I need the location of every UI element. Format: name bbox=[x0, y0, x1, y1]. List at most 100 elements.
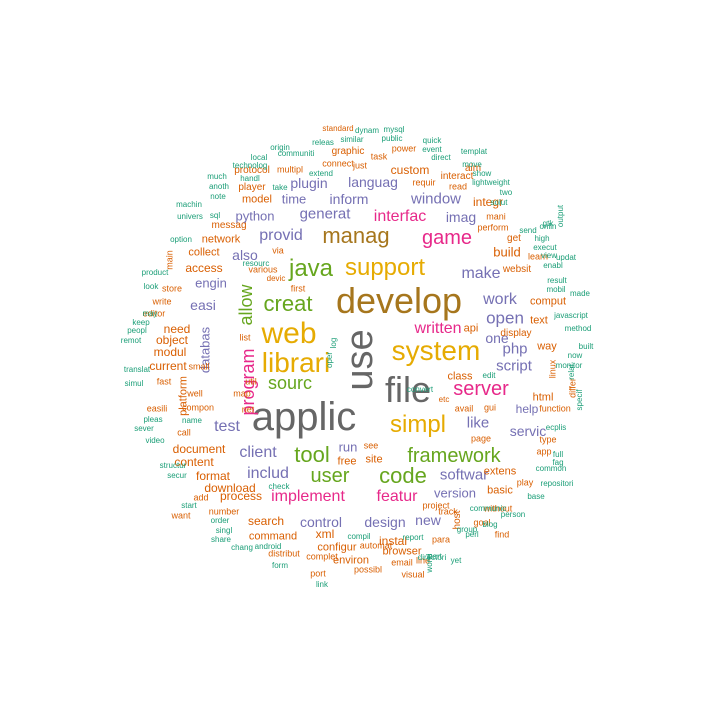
word-via: via bbox=[272, 245, 284, 256]
word-api: api bbox=[463, 322, 479, 335]
word-play: play bbox=[516, 477, 534, 488]
word-system: system bbox=[391, 335, 481, 366]
word-integr: integr bbox=[472, 195, 504, 209]
word-well: well bbox=[187, 388, 203, 399]
word-email: email bbox=[391, 557, 413, 568]
word-imag: imag bbox=[445, 209, 477, 225]
word-collect: collect bbox=[188, 246, 220, 259]
word-android: android bbox=[254, 542, 282, 551]
word-perform: perform bbox=[477, 222, 509, 233]
word-extens: extens bbox=[483, 465, 517, 478]
word-sourc: sourc bbox=[267, 373, 313, 393]
word-various: various bbox=[248, 264, 278, 275]
word-display: display bbox=[500, 328, 532, 339]
word-like: like bbox=[466, 414, 490, 432]
word-view: view bbox=[540, 251, 558, 260]
word-translat: translat bbox=[123, 365, 151, 374]
word-instal: instal bbox=[378, 534, 408, 548]
word-python: python bbox=[235, 208, 275, 224]
word-free: free bbox=[337, 455, 357, 468]
word-learn: learn bbox=[527, 251, 549, 262]
word-log: log bbox=[329, 337, 338, 349]
word-move: move bbox=[462, 160, 482, 169]
word-keep: keep bbox=[132, 318, 150, 327]
word-port: port bbox=[310, 568, 326, 579]
word-implement: implement bbox=[271, 488, 345, 505]
word-onlin: onlin bbox=[539, 222, 557, 231]
word-public: public bbox=[381, 134, 403, 143]
word-languag: languag bbox=[348, 174, 398, 190]
word-model: model bbox=[242, 193, 272, 206]
word-web: web bbox=[261, 317, 317, 350]
word-mani: mani bbox=[486, 211, 506, 222]
word-just: just bbox=[352, 160, 368, 171]
word-anoth: anoth bbox=[208, 182, 230, 191]
word-enabl: enabl bbox=[543, 261, 563, 270]
word-write: write bbox=[152, 296, 172, 307]
word-server: server bbox=[453, 378, 509, 400]
word-start: start bbox=[181, 501, 197, 510]
word-direct: direct bbox=[431, 153, 451, 162]
word-person: person bbox=[500, 510, 526, 519]
word-local: local bbox=[250, 153, 268, 162]
word-use: use bbox=[339, 329, 381, 391]
word-check: check bbox=[268, 482, 290, 491]
word-machin: machin bbox=[176, 200, 202, 209]
word-read: read bbox=[448, 181, 468, 192]
word-show: show bbox=[472, 169, 492, 178]
word-gui: gui bbox=[483, 402, 497, 413]
word-video: video bbox=[145, 436, 165, 445]
word-page: page bbox=[470, 433, 492, 444]
word-origin: origin bbox=[270, 143, 290, 152]
word-configur: configur bbox=[317, 541, 357, 554]
word-content: content bbox=[174, 455, 214, 469]
word-graphic: graphic bbox=[331, 146, 365, 157]
word-develop: develop bbox=[335, 280, 463, 321]
word-output: output bbox=[556, 204, 565, 228]
word-user: user bbox=[310, 465, 350, 487]
word-file: file bbox=[384, 369, 432, 410]
word-creat: creat bbox=[263, 291, 313, 316]
word-fag: fag bbox=[552, 458, 564, 467]
word-common: common bbox=[535, 464, 567, 473]
word-engin: engin bbox=[195, 275, 227, 291]
word-connect: connect bbox=[322, 158, 354, 169]
word-easi: easi bbox=[190, 297, 216, 313]
word-base: base bbox=[527, 492, 545, 501]
word-automat: automat bbox=[359, 540, 393, 551]
word-game: game bbox=[421, 227, 473, 249]
word-download: download bbox=[204, 481, 256, 495]
word-manag: manag bbox=[322, 223, 390, 248]
word-code: code bbox=[379, 463, 427, 488]
word-player: player bbox=[238, 182, 266, 193]
word-order: order bbox=[210, 516, 230, 525]
word-document: document bbox=[172, 442, 226, 456]
word-messag: messag bbox=[211, 220, 247, 231]
word-open: open bbox=[486, 308, 524, 328]
word-generat: generat bbox=[299, 205, 351, 223]
word-univers: univers bbox=[177, 212, 203, 221]
word-lightweight: lightweight bbox=[472, 178, 510, 187]
word-also: also bbox=[232, 247, 258, 263]
word-etc: etc bbox=[438, 395, 450, 404]
word-applic: applic bbox=[251, 395, 357, 439]
word-fast: fast bbox=[156, 376, 172, 387]
word-php: php bbox=[502, 340, 528, 358]
word-gtk: gtk bbox=[542, 219, 554, 228]
word-take: take bbox=[272, 183, 288, 192]
word-modul: modul bbox=[153, 345, 187, 359]
word-object: object bbox=[155, 333, 189, 347]
word-xml: xml bbox=[315, 527, 335, 541]
word-store: store bbox=[161, 283, 183, 294]
word-goal: goal bbox=[473, 517, 491, 528]
word-inform: inform bbox=[329, 191, 369, 207]
word-directori: directori bbox=[417, 553, 447, 562]
word-share: share bbox=[210, 535, 232, 544]
word-similar: similar bbox=[340, 135, 364, 144]
word-comput: comput bbox=[529, 295, 567, 308]
word-interfac: interfac bbox=[373, 208, 427, 225]
word-command: command bbox=[248, 530, 298, 543]
word-provid: provid bbox=[259, 227, 303, 244]
word-communic: communic bbox=[469, 504, 507, 513]
word-line: line bbox=[415, 555, 431, 566]
